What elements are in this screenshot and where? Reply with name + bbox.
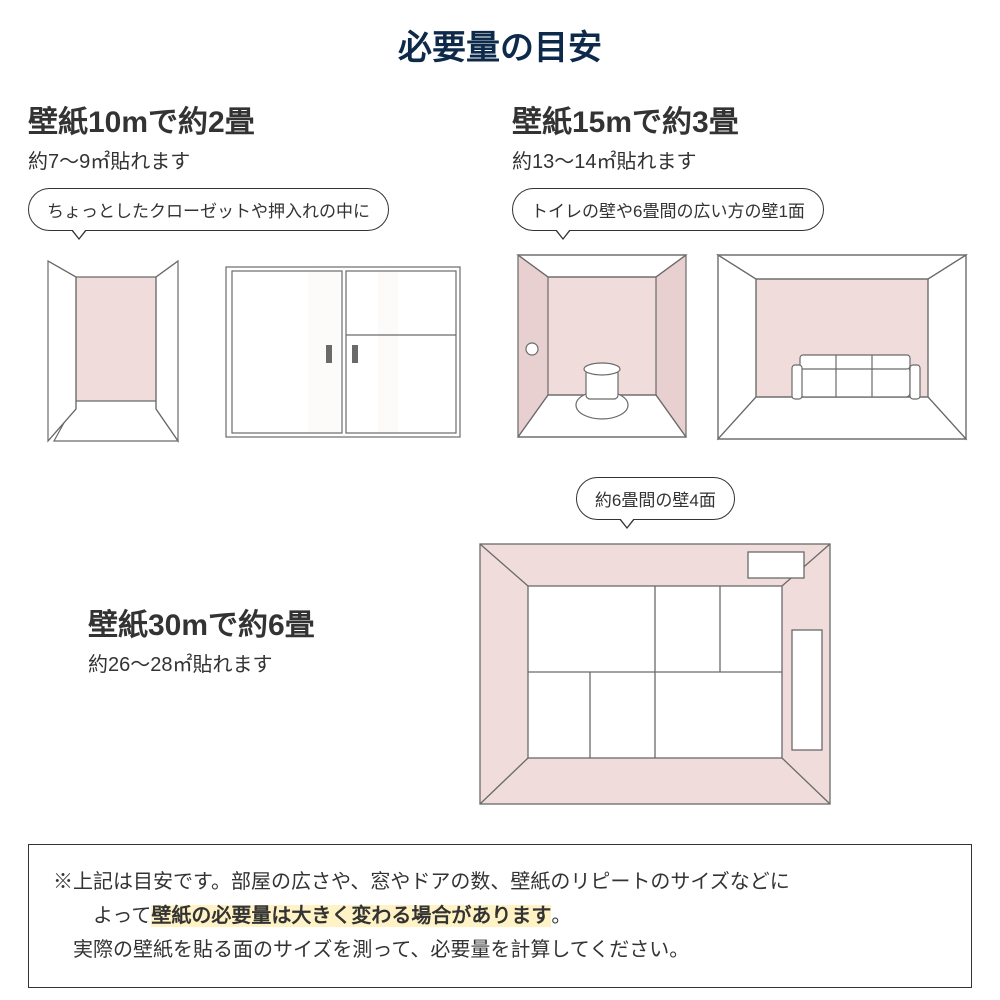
note-line-3: 実際の壁紙を貼る面のサイズを測って、必要量を計算してください。 [53,933,947,967]
note-line-3-text: 実際の壁紙を貼る面のサイズを測って、必要量を計算してください。 [73,939,689,961]
section-30m-illus: 約6畳間の壁4面 [339,477,972,814]
section-sub: 約13～14㎡貼れます [512,145,972,174]
illus-row-15m [512,249,972,449]
living-room-illus-icon [712,249,972,449]
callout-30m: 約6畳間の壁4面 [576,477,735,520]
note-line-2-pre: よって [93,905,151,927]
note-line-1: ※上記は目安です。部屋の広さや、窓やドアの数、壁紙のリピートのサイズなどに [53,865,947,899]
room-6jo-illus-icon [470,534,840,814]
callout-15m: トイレの壁や6畳間の広い方の壁1面 [512,188,824,231]
section-30m-text: 壁紙30mで約6畳 約26～28㎡貼れます [88,600,315,691]
section-15m: 壁紙15mで約3畳 約13～14㎡貼れます トイレの壁や6畳間の広い方の壁1面 [512,97,972,449]
callout-10m: ちょっとしたクローゼットや押入れの中に [28,188,389,231]
note-line-2-post: 。 [551,905,571,927]
note-highlight: 壁紙の必要量は大きく変わる場合があります [151,905,551,927]
toilet-illus-icon [512,249,692,449]
closet-illus-icon [28,249,198,449]
top-sections: 壁紙10mで約2畳 約7～9㎡貼れます ちょっとしたクローゼットや押入れの中に [28,97,972,449]
section-30m: 壁紙30mで約6畳 約26～28㎡貼れます 約6畳間の壁4面 [28,477,972,814]
note-line-2: よって壁紙の必要量は大きく変わる場合があります。 [53,899,947,933]
note-box: ※上記は目安です。部屋の広さや、窓やドアの数、壁紙のリピートのサイズなどに よっ… [28,844,972,988]
illus-row-10m [28,249,488,449]
section-heading: 壁紙30mで約6畳 [88,600,315,644]
sliding-door-illus-icon [218,249,468,449]
page-title: 必要量の目安 [28,20,972,69]
section-10m: 壁紙10mで約2畳 約7～9㎡貼れます ちょっとしたクローゼットや押入れの中に [28,97,488,449]
section-heading: 壁紙15mで約3畳 [512,97,972,141]
section-sub: 約26～28㎡貼れます [88,648,315,677]
section-heading: 壁紙10mで約2畳 [28,97,488,141]
section-sub: 約7～9㎡貼れます [28,145,488,174]
